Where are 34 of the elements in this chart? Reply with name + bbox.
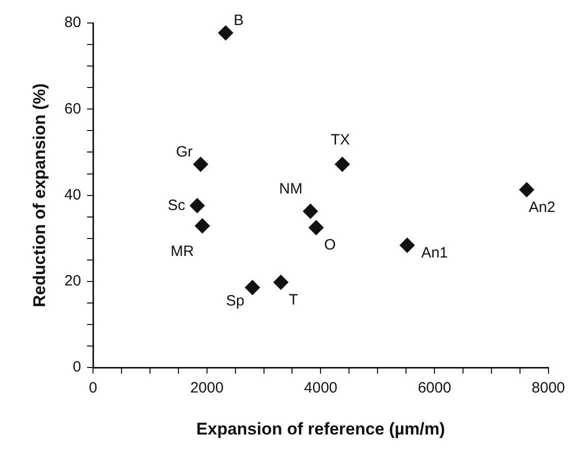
y-tick-label: 80 [64, 14, 82, 32]
x-tick-label: 6000 [418, 380, 452, 397]
annotation: Sp [226, 292, 244, 310]
point [400, 238, 415, 253]
x-tick-label: 4000 [304, 380, 338, 397]
annotation: MR [170, 243, 194, 260]
y-tick-label: 60 [64, 100, 82, 118]
point [273, 274, 288, 290]
y-tick-label: 20 [64, 272, 82, 290]
y-tick-label: 40 [64, 186, 82, 204]
y-axis-title: Reduction of expansion (%) [30, 83, 49, 308]
x-tick-label: 2000 [190, 380, 224, 397]
annotation: NM [279, 180, 302, 198]
annotation: TX [330, 131, 350, 148]
point [308, 220, 324, 236]
point [190, 198, 205, 214]
point [334, 156, 350, 172]
point [194, 218, 210, 234]
point [193, 156, 208, 172]
point [302, 204, 318, 219]
annotation: O [324, 236, 336, 254]
point [244, 280, 260, 295]
annotation: T [288, 291, 298, 308]
x-tick-label: 0 [88, 380, 98, 397]
x-tick-label: 8000 [532, 380, 566, 397]
annotation: B [234, 12, 244, 30]
y-tick-label: 0 [72, 358, 82, 376]
annotation: An1 [421, 244, 448, 262]
x-axis-title: Expansion of reference (µm/m) [196, 419, 446, 438]
annotation: Sc [168, 196, 186, 214]
point [218, 25, 234, 40]
annotation: Gr [176, 143, 193, 160]
annotation: An2 [528, 198, 556, 216]
point [519, 182, 534, 198]
